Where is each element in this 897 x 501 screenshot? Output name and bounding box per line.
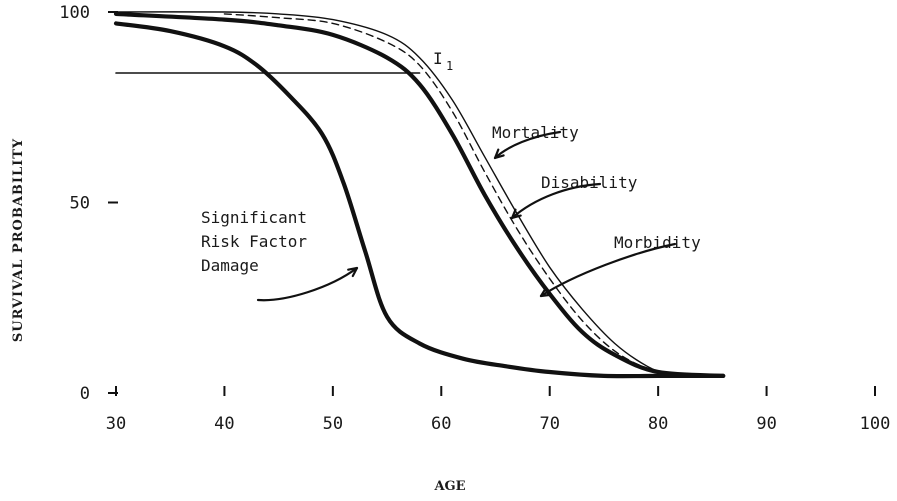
annotation-arrowhead xyxy=(493,148,505,160)
annotation-risk-factor-line: Significant xyxy=(201,208,307,227)
annotation-disability: Disability xyxy=(541,173,638,192)
x-tick-label: 100 xyxy=(860,414,891,434)
annotation-risk-factor-line: Risk Factor xyxy=(201,232,307,251)
series-mortality xyxy=(115,11,724,377)
curve-layer xyxy=(113,11,726,379)
y-axis-label: SURVIVAL PROBABILITY xyxy=(11,138,26,342)
x-tick-label: 90 xyxy=(756,414,776,434)
annotation-arrow xyxy=(539,242,677,298)
x-axis-label: AGE xyxy=(433,479,465,494)
annotation-arrowhead xyxy=(347,266,359,278)
x-tick-label: 40 xyxy=(214,414,234,434)
axis-layer: 30 40 50 60 70 80 90 100 0 50 100 xyxy=(59,3,890,434)
y-tick-label: 0 xyxy=(80,384,90,404)
x-tick-label: 70 xyxy=(539,414,559,434)
x-tick-label: 50 xyxy=(323,414,343,434)
series-significant-risk-factor-damage xyxy=(113,21,726,379)
annotation-risk-factor-line: Damage xyxy=(201,256,259,275)
series-morbidity xyxy=(113,11,726,378)
y-tick-label: 50 xyxy=(70,194,90,214)
annotation-arrow xyxy=(510,182,602,220)
annotation-layer: I 1 Mortality Disability Morbidity Significan… xyxy=(201,49,701,302)
x-tick-label: 60 xyxy=(431,414,451,434)
annotation-arrow xyxy=(256,266,359,302)
annotation-mortality: Mortality xyxy=(492,123,579,142)
series-disability xyxy=(223,13,724,377)
x-tick-label: 30 xyxy=(106,414,126,434)
annotation-i1-subscript: 1 xyxy=(446,59,453,73)
annotation-arrowhead xyxy=(539,287,551,298)
annotation-morbidity: Morbidity xyxy=(614,233,701,252)
annotation-arrow xyxy=(493,130,562,160)
y-tick-label: 100 xyxy=(59,3,90,23)
x-tick-label: 80 xyxy=(648,414,668,434)
annotation-i1: I xyxy=(433,49,443,68)
annotation-arrowhead xyxy=(510,208,522,220)
